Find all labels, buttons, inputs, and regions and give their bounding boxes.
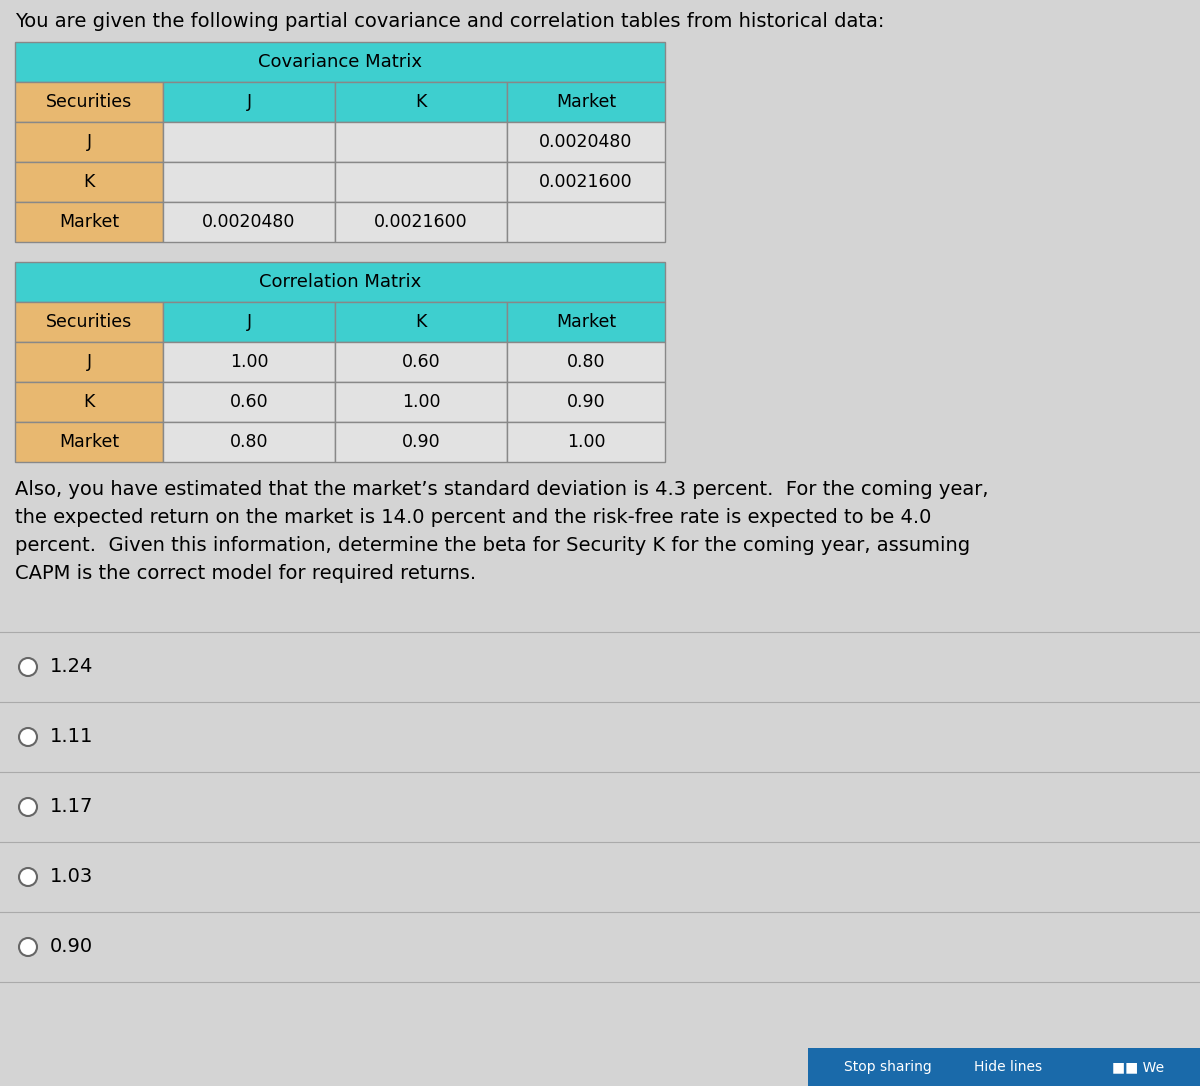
Text: 1.11: 1.11 <box>50 728 94 746</box>
Bar <box>14 122 163 162</box>
Bar <box>508 382 665 422</box>
Text: ■■ We: ■■ We <box>1112 1060 1164 1074</box>
Text: Stop sharing: Stop sharing <box>844 1060 932 1074</box>
Bar <box>508 202 665 242</box>
Text: K: K <box>415 313 427 331</box>
Text: 0.80: 0.80 <box>566 353 605 371</box>
Bar <box>335 342 508 382</box>
Bar <box>163 382 335 422</box>
Text: 0.60: 0.60 <box>229 393 269 411</box>
Text: K: K <box>83 393 95 411</box>
Bar <box>508 422 665 462</box>
Text: 0.90: 0.90 <box>566 393 605 411</box>
Bar <box>163 162 335 202</box>
Text: 0.0021600: 0.0021600 <box>539 173 632 191</box>
Text: 1.17: 1.17 <box>50 797 94 817</box>
Text: Securities: Securities <box>46 93 132 111</box>
Bar <box>335 202 508 242</box>
Bar <box>163 83 335 122</box>
Circle shape <box>19 798 37 816</box>
Bar <box>14 42 665 83</box>
Text: Also, you have estimated that the market’s standard deviation is 4.3 percent.  F: Also, you have estimated that the market… <box>14 480 989 583</box>
Circle shape <box>19 728 37 746</box>
Text: 0.80: 0.80 <box>229 433 269 451</box>
Bar <box>163 422 335 462</box>
Bar <box>14 202 163 242</box>
Bar <box>508 122 665 162</box>
Bar <box>163 202 335 242</box>
Bar <box>14 342 163 382</box>
Text: J: J <box>86 132 91 151</box>
Bar <box>508 83 665 122</box>
Circle shape <box>19 658 37 675</box>
Bar <box>14 382 163 422</box>
Text: 0.0020480: 0.0020480 <box>203 213 295 231</box>
Text: K: K <box>83 173 95 191</box>
Text: 0.0020480: 0.0020480 <box>539 132 632 151</box>
Bar <box>335 422 508 462</box>
Circle shape <box>19 938 37 956</box>
Text: Market: Market <box>556 93 616 111</box>
Text: 1.00: 1.00 <box>566 433 605 451</box>
Bar <box>14 83 163 122</box>
Bar <box>14 262 665 302</box>
Text: J: J <box>246 313 252 331</box>
Circle shape <box>19 868 37 886</box>
Bar <box>163 342 335 382</box>
Bar <box>508 342 665 382</box>
Text: J: J <box>246 93 252 111</box>
Bar <box>335 382 508 422</box>
Bar <box>808 1048 1200 1086</box>
Text: Market: Market <box>59 433 119 451</box>
Bar <box>14 422 163 462</box>
Bar <box>14 162 163 202</box>
Bar <box>335 83 508 122</box>
Text: Hide lines: Hide lines <box>974 1060 1042 1074</box>
Bar <box>335 162 508 202</box>
Text: You are given the following partial covariance and correlation tables from histo: You are given the following partial cova… <box>14 12 884 31</box>
Bar <box>335 302 508 342</box>
Text: Market: Market <box>556 313 616 331</box>
Text: Securities: Securities <box>46 313 132 331</box>
Bar <box>508 162 665 202</box>
Text: 1.24: 1.24 <box>50 657 94 677</box>
Text: 0.0021600: 0.0021600 <box>374 213 468 231</box>
Bar <box>335 122 508 162</box>
Text: 1.00: 1.00 <box>402 393 440 411</box>
Text: 0.60: 0.60 <box>402 353 440 371</box>
Text: 0.90: 0.90 <box>402 433 440 451</box>
Bar <box>163 302 335 342</box>
Bar <box>508 302 665 342</box>
Bar <box>14 302 163 342</box>
Bar <box>163 122 335 162</box>
Text: 0.90: 0.90 <box>50 937 94 957</box>
Text: Market: Market <box>59 213 119 231</box>
Text: J: J <box>86 353 91 371</box>
Text: Covariance Matrix: Covariance Matrix <box>258 53 422 71</box>
Text: K: K <box>415 93 427 111</box>
Text: 1.03: 1.03 <box>50 868 94 886</box>
Text: 1.00: 1.00 <box>229 353 269 371</box>
Text: Correlation Matrix: Correlation Matrix <box>259 273 421 291</box>
